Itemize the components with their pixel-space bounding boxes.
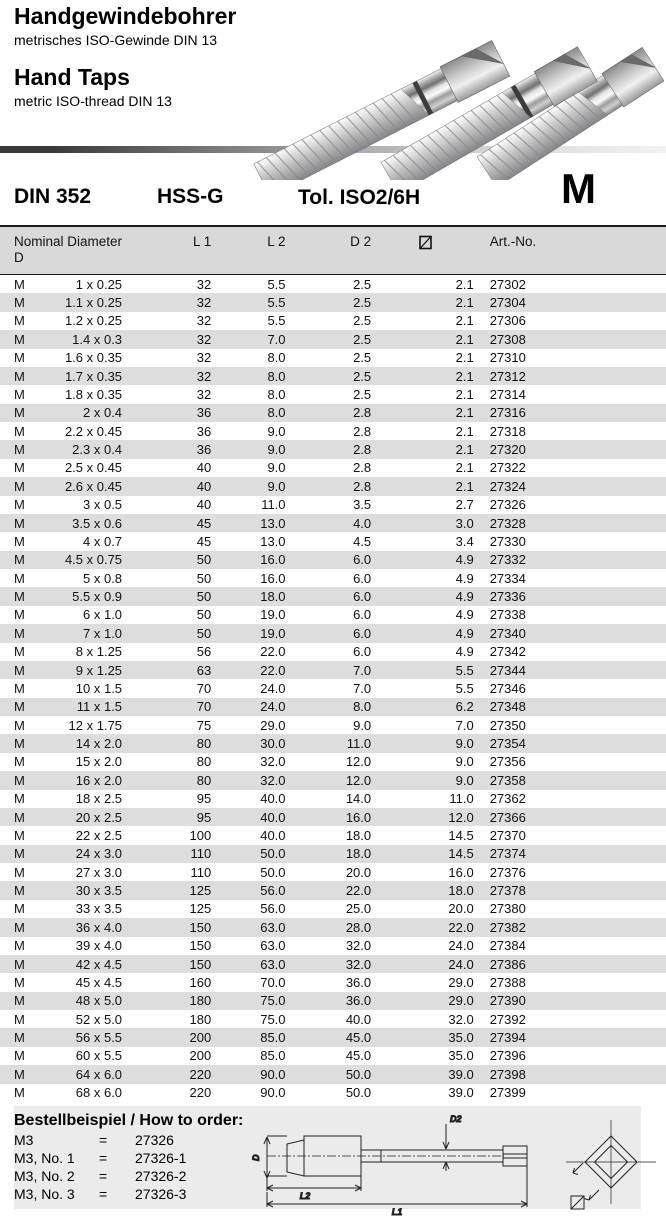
svg-text:L2: L2 xyxy=(300,1191,311,1201)
svg-text:L1: L1 xyxy=(392,1207,403,1217)
svg-text:D2: D2 xyxy=(450,1114,462,1124)
svg-text:D: D xyxy=(251,1154,261,1161)
